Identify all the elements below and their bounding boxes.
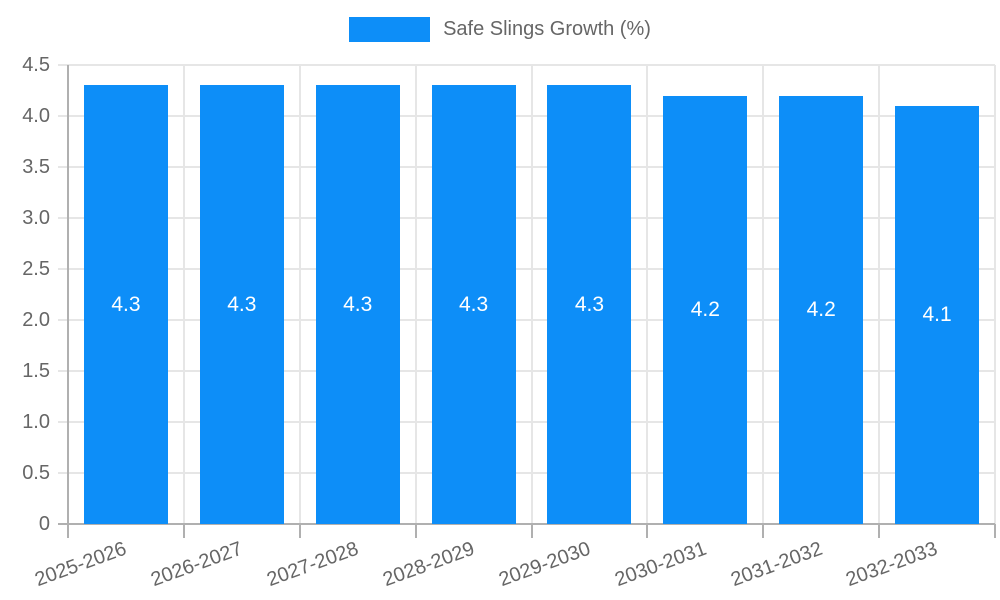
- gridline-vertical: [530, 65, 533, 524]
- x-axis-tick-label: 2031-2032: [727, 537, 825, 592]
- gridline-vertical: [298, 65, 301, 524]
- x-tick: [182, 524, 185, 538]
- x-tick: [646, 524, 649, 538]
- bar-2028-2029[interactable]: [431, 85, 516, 524]
- bar-2031-2032[interactable]: [779, 95, 864, 524]
- x-tick: [878, 524, 881, 538]
- bar-2029-2030[interactable]: [547, 85, 632, 524]
- y-axis-tick-label: 0: [38, 513, 50, 535]
- y-tick: [58, 319, 68, 321]
- y-axis-tick-label: 4.5: [22, 54, 50, 76]
- y-axis-tick-label: 3.5: [22, 156, 50, 178]
- bar-value-label: 4.2: [806, 297, 836, 321]
- y-axis-tick-label: 1.0: [22, 411, 50, 433]
- x-tick: [298, 524, 301, 538]
- x-tick: [762, 524, 765, 538]
- gridline-vertical: [182, 65, 185, 524]
- bar-2026-2027[interactable]: [199, 85, 284, 524]
- x-axis-tick-label: 2028-2029: [379, 537, 478, 592]
- bar-value-label: 4.3: [574, 292, 605, 316]
- bar-value-label: 4.1: [922, 302, 952, 326]
- y-tick: [58, 115, 68, 117]
- y-axis-tick-label: 3.0: [22, 207, 50, 229]
- gridline-vertical: [762, 65, 765, 524]
- y-axis-tick-label: 2.0: [22, 309, 50, 331]
- gridline-vertical: [414, 65, 417, 524]
- x-axis-line: [58, 523, 995, 525]
- bar-value-label: 4.3: [343, 292, 373, 316]
- x-tick: [67, 524, 69, 538]
- x-axis-tick-label: 2025-2026: [32, 537, 130, 592]
- x-tick: [414, 524, 417, 538]
- y-tick: [58, 64, 68, 66]
- y-tick: [58, 166, 68, 168]
- legend-label: Safe Slings Growth (%): [443, 18, 651, 40]
- legend-swatch: [349, 17, 431, 42]
- bar-value-label: 4.3: [111, 292, 141, 316]
- gridline-vertical: [646, 65, 649, 524]
- x-axis-tick-label: 2032-2033: [843, 537, 941, 592]
- gridline-vertical: [994, 65, 996, 524]
- y-axis-tick-label: 0.5: [22, 462, 50, 484]
- x-tick: [994, 524, 996, 538]
- y-tick: [58, 370, 68, 372]
- gridline-vertical: [878, 65, 881, 524]
- bar-2027-2028[interactable]: [315, 85, 400, 524]
- y-tick: [58, 217, 68, 219]
- y-tick: [58, 421, 68, 423]
- bar-value-label: 4.3: [458, 292, 489, 316]
- chart-legend[interactable]: Safe Slings Growth (%): [0, 17, 1000, 42]
- plot-area: 0 0.5 1.0 1.5 2.0 2.5 3.0 3.5 4.0 4.5 4.3 2025-2026…: [22, 54, 996, 591]
- y-axis-tick-label: 1.5: [22, 360, 50, 382]
- bar-2025-2026[interactable]: [83, 85, 168, 524]
- y-axis-tick-label: 4.0: [22, 105, 50, 127]
- y-tick: [58, 268, 68, 270]
- y-tick: [58, 472, 68, 474]
- bar-value-label: 4.3: [227, 292, 257, 316]
- bar-2030-2031[interactable]: [663, 95, 748, 524]
- x-axis-tick-label: 2029-2030: [495, 537, 594, 592]
- x-axis-tick-label: 2027-2028: [264, 537, 362, 592]
- y-axis-tick-label: 2.5: [22, 258, 50, 280]
- bar-2032-2033[interactable]: [895, 105, 980, 524]
- bar-value-label: 4.2: [690, 297, 720, 321]
- x-axis-tick-label: 2030-2031: [611, 537, 710, 592]
- x-tick: [530, 524, 533, 538]
- y-axis-line: [67, 65, 69, 526]
- x-axis-tick-label: 2026-2027: [148, 537, 246, 592]
